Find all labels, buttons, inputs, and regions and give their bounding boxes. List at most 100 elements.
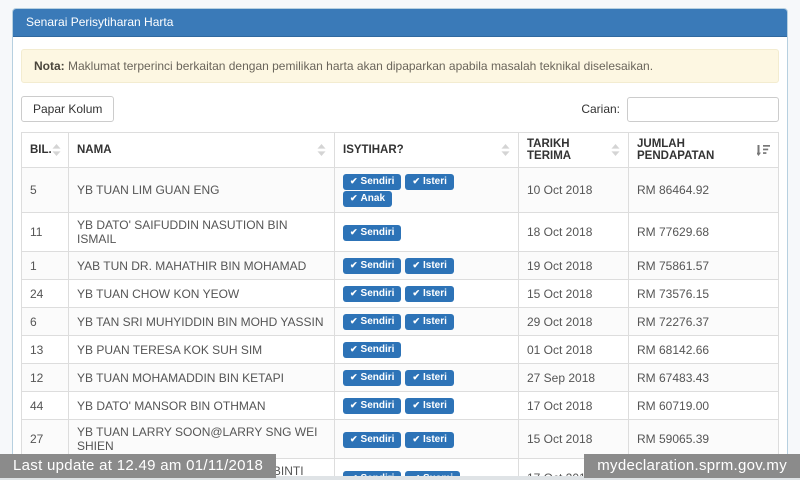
cell-tarikh-terima: 29 Oct 2018 [518, 307, 629, 336]
check-icon: ✔ [412, 176, 420, 186]
cell-bil: 24 [21, 279, 69, 308]
cell-jumlah-pendapatan: RM 75861.57 [628, 251, 779, 280]
sort-amount-desc-icon [757, 144, 770, 156]
cell-jumlah-pendapatan: RM 59065.39 [628, 419, 779, 459]
cell-nama: YAB TUN DR. MAHATHIR BIN MOHAMAD [68, 251, 335, 280]
check-icon: ✔ [350, 372, 358, 382]
cell-isytihar: ✔ Sendiri ✔ Isteri [334, 363, 519, 392]
declaration-badge-sendiri: ✔Sendiri [343, 342, 402, 358]
papar-kolum-button[interactable]: Papar Kolum [21, 96, 115, 122]
declaration-badge-sendiri: ✔Sendiri [343, 286, 402, 302]
search-area: Carian: [581, 96, 779, 122]
check-icon: ✔ [412, 288, 420, 298]
table-row: 24 YB TUAN CHOW KON YEOW ✔ Sendiri ✔ Isteri 15… [21, 279, 779, 308]
cell-nama: YB DATO' SAIFUDDIN NASUTION BIN ISMAIL [68, 212, 335, 252]
cell-tarikh-terima: 10 Oct 2018 [518, 167, 629, 213]
column-label: JUMLAH PENDAPATAN [637, 138, 715, 162]
cell-isytihar: ✔ Sendiri ✔ Isteri [334, 307, 519, 336]
sort-both-icon [501, 144, 510, 156]
bottom-strip [0, 476, 800, 480]
declaration-badge-sendiri: ✔Sendiri [343, 258, 402, 274]
cell-bil: 13 [21, 335, 69, 364]
technical-note: Nota: Maklumat terperinci berkaitan deng… [21, 49, 779, 83]
cell-tarikh-terima: 15 Oct 2018 [518, 279, 629, 308]
site-url-bar: mydeclaration.sprm.gov.my [584, 454, 800, 478]
cell-tarikh-terima: 19 Oct 2018 [518, 251, 629, 280]
cell-isytihar: ✔ Sendiri ✔ Isteri ✔ Anak [334, 167, 519, 213]
check-icon: ✔ [412, 433, 420, 444]
sort-both-icon [317, 144, 326, 156]
cell-nama: YB DATO' MANSOR BIN OTHMAN [68, 391, 335, 420]
cell-isytihar: ✔ Sendiri [334, 335, 519, 364]
declaration-badge-sendiri: ✔Sendiri [343, 431, 402, 448]
cell-jumlah-pendapatan: RM 68142.66 [628, 335, 779, 364]
cell-jumlah-pendapatan: RM 72276.37 [628, 307, 779, 336]
table-body: 5 YB TUAN LIM GUAN ENG ✔ Sendiri ✔ Isteri✔ Ana… [21, 167, 779, 480]
table-row: 12 YB TUAN MOHAMADDIN BIN KETAPI ✔ Sendiri ✔… [21, 363, 779, 392]
sort-both-icon [611, 144, 620, 156]
declaration-badge-anak: ✔ Anak [343, 191, 392, 207]
cell-nama: YB TAN SRI MUHYIDDIN BIN MOHD YASSIN [68, 307, 335, 336]
declaration-badge-sendiri: ✔Sendiri [343, 174, 402, 190]
declaration-badge-isteri: ✔ Isteri [405, 370, 454, 386]
declaration-badge-isteri: ✔ Isteri [405, 174, 454, 190]
declaration-badge-sendiri: ✔Sendiri [343, 398, 402, 414]
cell-tarikh-terima: 01 Oct 2018 [518, 335, 629, 364]
table-row: 5 YB TUAN LIM GUAN ENG ✔ Sendiri ✔ Isteri ✔ Ana… [21, 167, 779, 213]
declaration-badge-isteri: ✔ Isteri [405, 398, 454, 414]
column-header-bil[interactable]: BIL. [21, 132, 69, 168]
table-row: 27 YB TUAN LARRY SOON@LARRY SNG WEI SHIEN… [21, 419, 779, 459]
column-header-jumlah-pendapatan[interactable]: JUMLAH PENDAPATAN [628, 132, 779, 168]
cell-bil: 11 [21, 212, 69, 252]
check-icon: ✔ [412, 400, 420, 410]
declarations-table: BIL. NAMA ISYTIHAR? TARIKH TERIMA JUMLAH PEN… [21, 132, 779, 480]
cell-bil: 44 [21, 391, 69, 420]
column-label: NAMA [77, 144, 112, 156]
declaration-badge-isteri: ✔ Isteri [405, 258, 454, 274]
table-row: 1 YAB TUN DR. MAHATHIR BIN MOHAMAD ✔ Sendir… [21, 251, 779, 280]
check-icon: ✔ [350, 176, 358, 186]
cell-tarikh-terima: 18 Oct 2018 [518, 212, 629, 252]
cell-isytihar: ✔ Sendiri ✔ Isteri [334, 419, 519, 459]
check-icon: ✔ [350, 260, 358, 270]
cell-isytihar: ✔ Sendiri ✔ Isteri [334, 279, 519, 308]
cell-jumlah-pendapatan: RM 60719.00 [628, 391, 779, 420]
table-row: 11 YB DATO' SAIFUDDIN NASUTION BIN ISMAIL… [21, 212, 779, 252]
cell-isytihar: ✔ Sendiri ✔ Isteri [334, 391, 519, 420]
cell-tarikh-terima: 27 Sep 2018 [518, 363, 629, 392]
sort-both-icon [52, 144, 61, 156]
column-header-isytihar[interactable]: ISYTIHAR? [334, 132, 519, 168]
cell-nama: YB TUAN LARRY SOON@LARRY SNG WEI SHIEN [68, 419, 335, 459]
declaration-panel: Senarai Perisytiharan Harta Nota: Maklum… [12, 8, 788, 480]
note-text: Maklumat terperinci berkaitan dengan pem… [68, 59, 654, 73]
cell-bil: 5 [21, 167, 69, 213]
check-icon: ✔ [412, 372, 420, 382]
cell-tarikh-terima: 17 Oct 2018 [518, 391, 629, 420]
check-icon: ✔ [350, 193, 358, 203]
column-header-tarikh-terima[interactable]: TARIKH TERIMA [518, 132, 629, 168]
column-label: BIL. [30, 144, 52, 156]
cell-bil: 27 [21, 419, 69, 459]
declaration-badge-sendiri: ✔Sendiri [343, 314, 402, 330]
check-icon: ✔ [350, 400, 358, 410]
panel-title: Senarai Perisytiharan Harta [13, 9, 787, 37]
check-icon: ✔ [412, 316, 420, 326]
declaration-badge-sendiri: ✔Sendiri [343, 370, 402, 386]
cell-nama: YB TUAN CHOW KON YEOW [68, 279, 335, 308]
note-label: Nota: [34, 59, 65, 73]
cell-isytihar: ✔ Sendiri [334, 212, 519, 252]
check-icon: ✔ [350, 288, 358, 298]
cell-jumlah-pendapatan: RM 77629.68 [628, 212, 779, 252]
declaration-badge-isteri: ✔ Isteri [405, 314, 454, 330]
search-input[interactable] [627, 96, 779, 122]
check-icon: ✔ [350, 226, 358, 237]
search-label: Carian: [581, 102, 620, 116]
column-label: ISYTIHAR? [343, 144, 404, 156]
cell-nama: YB TUAN MOHAMADDIN BIN KETAPI [68, 363, 335, 392]
column-header-nama[interactable]: NAMA [68, 132, 335, 168]
cell-jumlah-pendapatan: RM 73576.15 [628, 279, 779, 308]
last-update-bar: Last update at 12.49 am 01/11/2018 [0, 454, 277, 478]
check-icon: ✔ [350, 344, 358, 354]
cell-isytihar: ✔ Sendiri ✔ Isteri [334, 251, 519, 280]
table-row: 44 YB DATO' MANSOR BIN OTHMAN ✔ Sendiri ✔ Ist… [21, 391, 779, 420]
